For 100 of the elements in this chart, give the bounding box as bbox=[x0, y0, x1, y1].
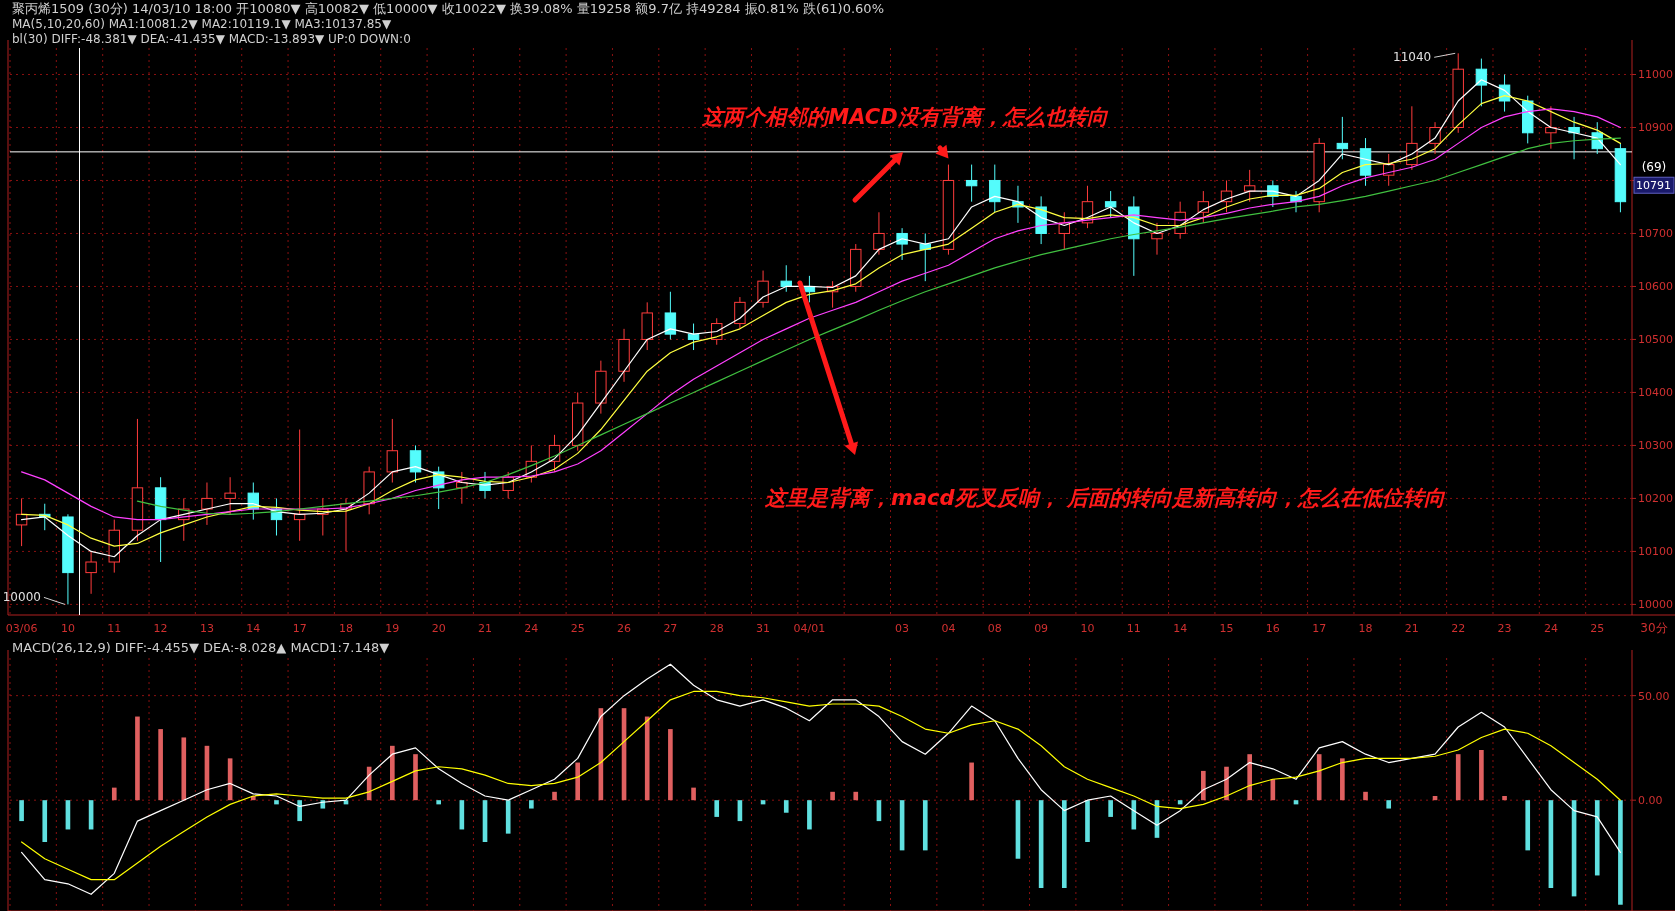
bar bbox=[1455, 754, 1461, 801]
candlestick bbox=[664, 291, 677, 340]
x-tick-label: 03 bbox=[895, 622, 910, 635]
x-tick-label: 18 bbox=[338, 622, 353, 635]
x-tick-label: 26 bbox=[617, 622, 632, 635]
y-tick-label: 10600 bbox=[1638, 280, 1673, 294]
candlestick bbox=[1151, 222, 1163, 256]
y-tick-label: 10900 bbox=[1638, 121, 1673, 135]
bar bbox=[135, 716, 140, 801]
x-tick-label: 03/06 bbox=[5, 622, 38, 635]
candlestick bbox=[965, 164, 978, 203]
x-tick-label: 17 bbox=[292, 622, 307, 635]
y-tick-label: 10400 bbox=[1638, 386, 1673, 400]
y-tick-label: 10700 bbox=[1638, 227, 1673, 241]
bar bbox=[1316, 754, 1322, 801]
candlestick bbox=[1336, 116, 1349, 160]
bar bbox=[505, 800, 511, 834]
line-series bbox=[20, 663, 1622, 895]
annotation: 这里是背离，macd死叉反响， 后面的转向是新高转向，怎么在低位转向 bbox=[764, 486, 1446, 510]
candlestick bbox=[201, 482, 213, 526]
candlestick bbox=[15, 497, 28, 547]
x-tick-label: 22 bbox=[1451, 622, 1466, 635]
annotation: 11040 bbox=[1393, 50, 1432, 65]
x-tick-label: 27 bbox=[663, 622, 678, 635]
bar bbox=[1594, 800, 1600, 876]
bar bbox=[158, 729, 163, 801]
x-tick-label: 25 bbox=[570, 622, 585, 635]
bar bbox=[436, 800, 441, 805]
bar bbox=[42, 800, 48, 842]
x-tick-label: 21 bbox=[1404, 622, 1419, 635]
text: 30分 bbox=[1640, 621, 1668, 635]
bar bbox=[297, 800, 302, 822]
x-tick-label: 16 bbox=[1265, 622, 1280, 635]
bar bbox=[1085, 800, 1090, 842]
bar bbox=[1525, 800, 1531, 851]
candlestick bbox=[1382, 153, 1395, 187]
x-tick-label: 17 bbox=[1312, 622, 1327, 635]
x-tick-label: 25 bbox=[1590, 622, 1605, 635]
x-tick-label: 31 bbox=[756, 622, 771, 635]
bar bbox=[644, 716, 650, 801]
candlestick bbox=[224, 476, 236, 515]
bar bbox=[1131, 800, 1137, 830]
bar bbox=[19, 800, 24, 822]
bar bbox=[1479, 750, 1484, 801]
bar bbox=[413, 754, 418, 801]
chart-title: MACD(26,12,9) DIFF:-4.455▼ DEA:-8.028▲ MACD1:7.148▼ bbox=[12, 640, 390, 655]
candlestick bbox=[409, 444, 422, 484]
candlestick bbox=[757, 270, 769, 309]
y-tick-label: 10200 bbox=[1638, 492, 1673, 506]
x-tick-label: 15 bbox=[1219, 622, 1234, 635]
bar bbox=[830, 791, 835, 801]
bar bbox=[1247, 754, 1252, 801]
bar bbox=[181, 737, 187, 801]
x-tick-label: 14 bbox=[246, 622, 261, 635]
x-tick-label: 13 bbox=[199, 622, 214, 635]
candlestick bbox=[734, 296, 746, 330]
candlestick bbox=[873, 211, 885, 256]
y-tick-label: 50.00 bbox=[1638, 689, 1670, 703]
x-tick-label: 19 bbox=[385, 622, 400, 635]
text: MA(5,10,20,60) MA1:10081.2▼ MA2:10119.1▼ MA3:10137.85▼ bbox=[12, 17, 392, 31]
bar bbox=[1061, 800, 1067, 888]
y-tick-label: 10100 bbox=[1638, 545, 1673, 559]
x-tick-label: 18 bbox=[1358, 622, 1373, 635]
x-tick-label: 24 bbox=[524, 622, 539, 635]
x-tick-label: 11 bbox=[1126, 622, 1141, 635]
x-tick-label: 21 bbox=[478, 622, 493, 635]
x-tick-label: 04/01 bbox=[793, 622, 826, 635]
bar bbox=[1386, 800, 1392, 809]
bar bbox=[390, 745, 395, 801]
bar bbox=[529, 800, 534, 809]
x-tick-label: 08 bbox=[987, 622, 1002, 635]
x-tick-label: 24 bbox=[1543, 622, 1558, 635]
bar bbox=[274, 800, 279, 805]
bar bbox=[1108, 800, 1113, 817]
x-tick-label: 23 bbox=[1497, 622, 1512, 635]
bar bbox=[783, 800, 789, 813]
x-tick-label: 20 bbox=[431, 622, 446, 635]
bar bbox=[1363, 791, 1368, 801]
candlestick bbox=[85, 550, 97, 595]
x-tick-label: 04 bbox=[941, 622, 956, 635]
bar bbox=[691, 787, 696, 801]
y-tick-label: 10300 bbox=[1638, 439, 1673, 453]
candlestick bbox=[1243, 169, 1256, 203]
bar bbox=[1224, 766, 1229, 801]
bar bbox=[1340, 758, 1345, 801]
bar bbox=[969, 762, 974, 801]
candlestick bbox=[1197, 190, 1210, 224]
candlestick bbox=[989, 164, 1001, 213]
bar bbox=[922, 800, 928, 851]
bar bbox=[668, 729, 673, 801]
x-tick-label: 14 bbox=[1173, 622, 1188, 635]
candlestick bbox=[780, 264, 792, 293]
y-tick-label: 10500 bbox=[1638, 333, 1673, 347]
annotation: 10000 bbox=[2, 590, 41, 605]
annotation: 10791 bbox=[1636, 179, 1671, 193]
x-tick-label: 10 bbox=[60, 622, 75, 635]
bar bbox=[853, 791, 859, 801]
text: (69) bbox=[1641, 160, 1667, 174]
candlestick bbox=[1104, 190, 1117, 219]
line-series bbox=[20, 690, 1622, 881]
